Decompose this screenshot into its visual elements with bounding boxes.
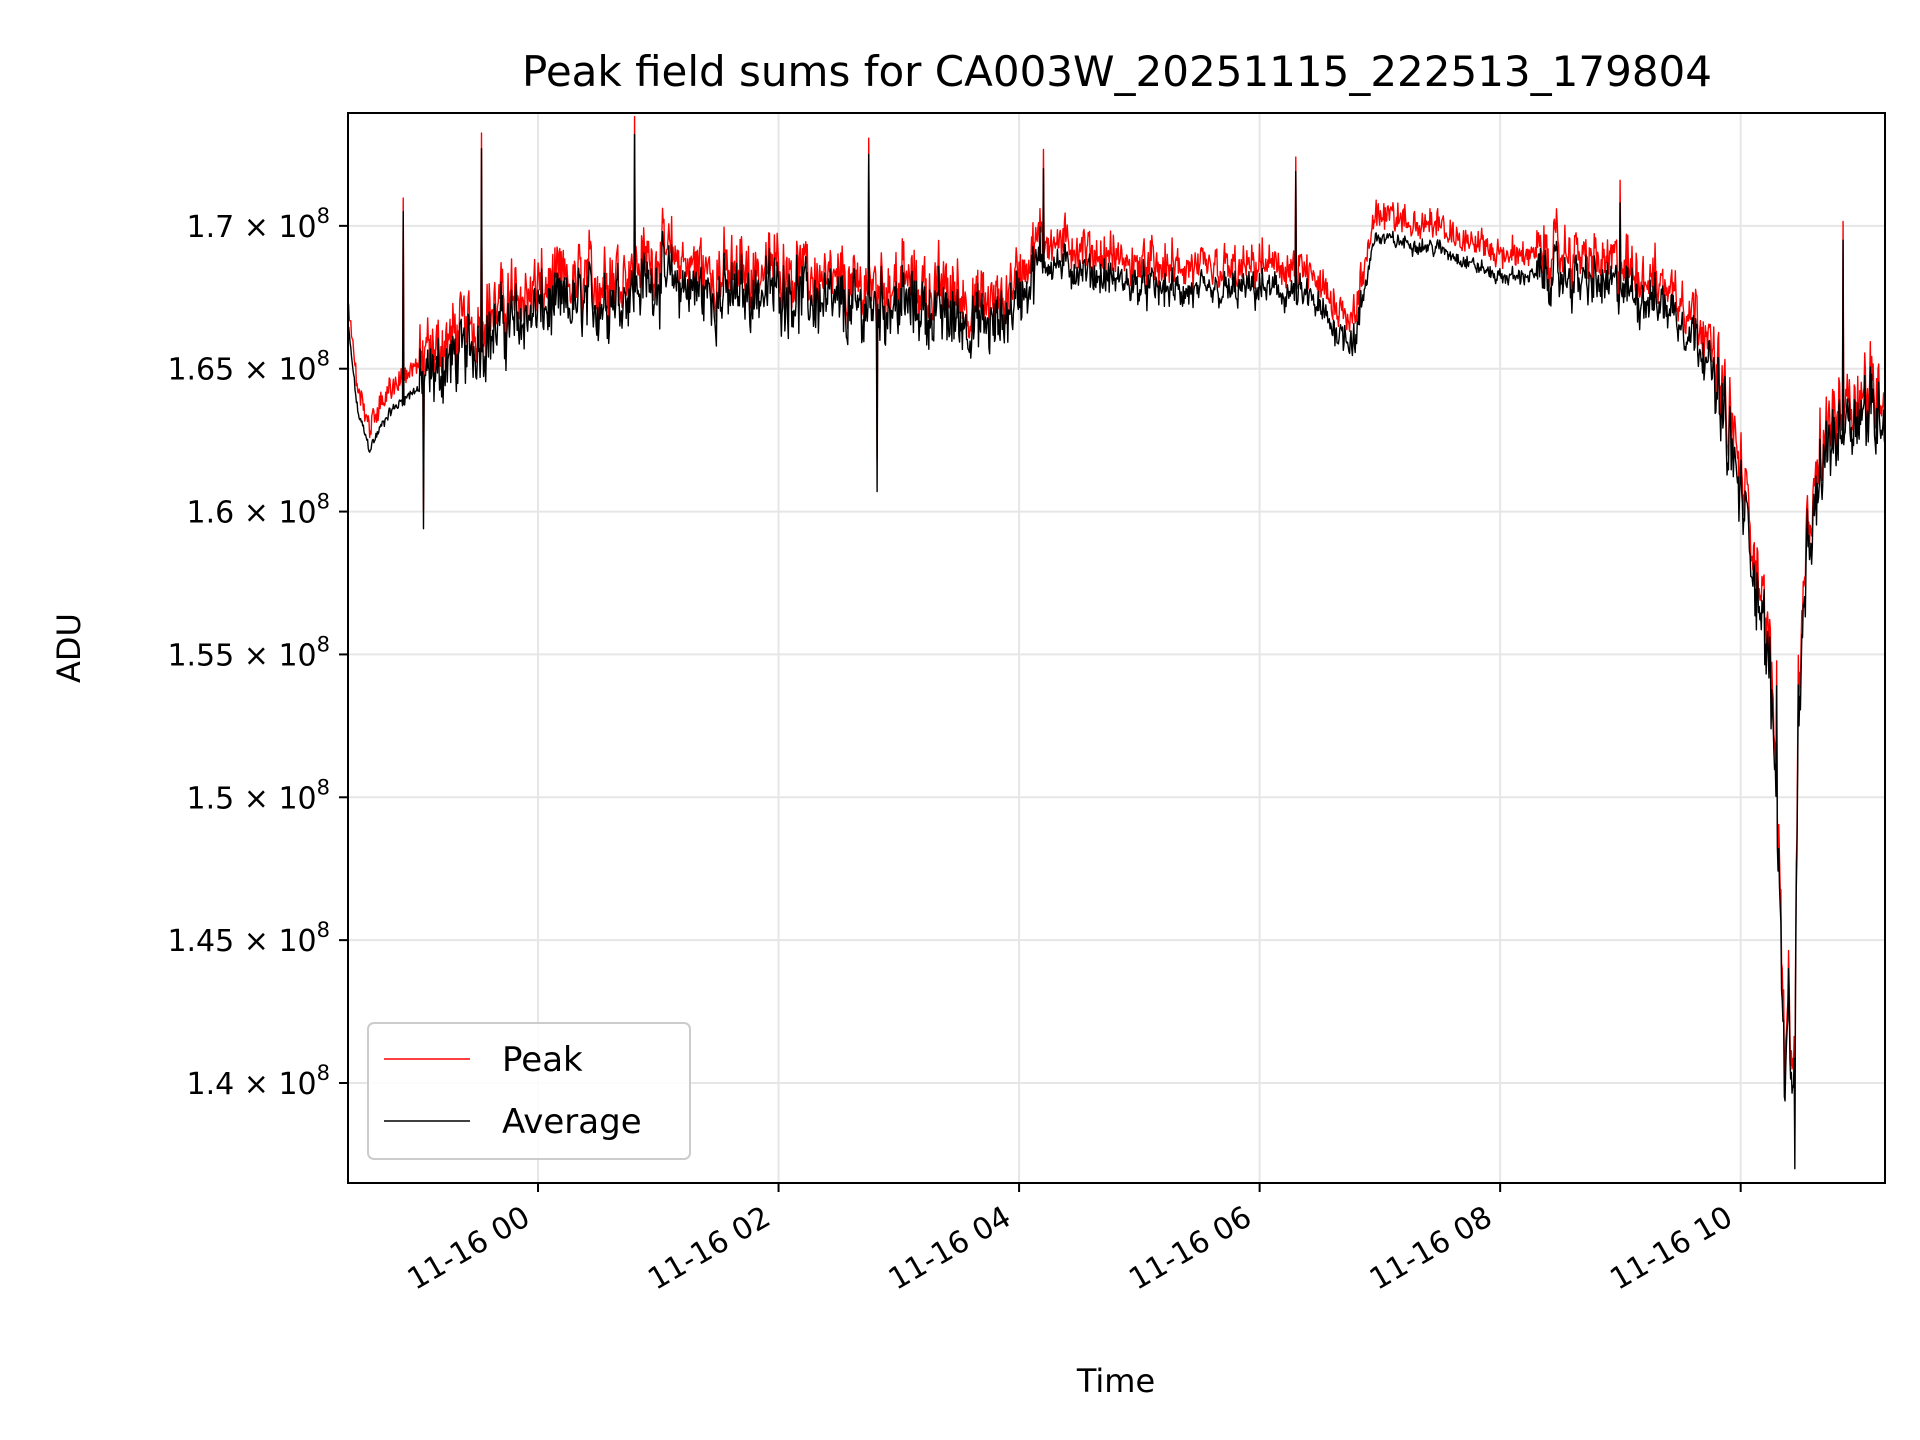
series-line-peak	[347, 115, 1886, 1139]
legend-peak-label: Peak	[502, 1040, 583, 1080]
x-axis-label: Time	[1076, 1362, 1155, 1400]
y-axis-ticks: 1.4 × 108 1.45 × 108 1.5 × 108 1.55 × 108 1.…	[167, 204, 348, 1102]
y-tick-label: 1.65 × 108	[167, 347, 330, 388]
y-tick-label: 1.7 × 108	[187, 204, 330, 245]
legend-average-label: Average	[502, 1102, 642, 1142]
legend: Peak Average	[367, 1022, 691, 1160]
y-tick-label: 1.45 × 108	[167, 918, 330, 959]
y-tick-label: 1.4 × 108	[187, 1061, 330, 1102]
plot-frame	[347, 112, 1886, 1184]
legend-box	[367, 1022, 691, 1160]
y-tick-label: 1.55 × 108	[167, 632, 330, 673]
chart-title: Peak field sums for CA003W_20251115_2225…	[522, 47, 1712, 96]
y-axis-label: ADU	[50, 613, 88, 683]
y-tick-label: 1.6 × 108	[187, 490, 330, 531]
y-tick-label: 1.5 × 108	[187, 775, 330, 816]
series-layer	[347, 115, 1886, 1170]
series-line-average	[347, 133, 1886, 1170]
